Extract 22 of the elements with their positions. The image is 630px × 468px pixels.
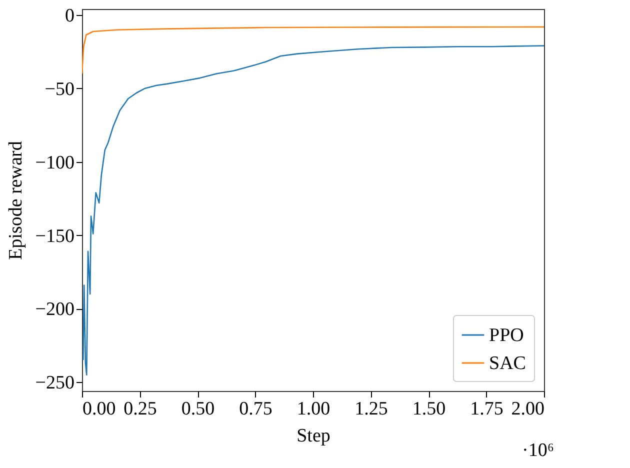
y-axis-title: Episode reward <box>5 140 26 260</box>
x-tick-label: 0.50 <box>181 398 215 420</box>
legend-label: PPO <box>489 325 524 346</box>
y-tick-label: −150 <box>35 226 74 247</box>
x-tick-label: 2.00 <box>511 398 544 420</box>
x-tick-label: 0.75 <box>239 398 272 420</box>
y-tick-label: −200 <box>35 299 74 320</box>
y-tick-label: −50 <box>44 78 74 100</box>
x-tick-label: 1.75 <box>470 398 504 420</box>
text: ·10⁶ <box>522 440 554 461</box>
x-tick-label: 0.25 <box>124 398 157 420</box>
x-tick-label: 1.50 <box>412 398 446 420</box>
x-tick-label: 1.25 <box>354 398 388 420</box>
line-series <box>82 26 544 74</box>
y-tick-label: −100 <box>35 152 74 174</box>
x-tick-label: 0.00 <box>82 398 116 420</box>
y-tick-label: 0 <box>65 5 74 26</box>
legend-label: SAC <box>489 353 526 374</box>
x-axis-title: Step <box>296 426 330 446</box>
y-tick-label: −250 <box>35 372 74 394</box>
x-tick-label: 1.00 <box>296 398 330 420</box>
line-series <box>82 45 544 376</box>
